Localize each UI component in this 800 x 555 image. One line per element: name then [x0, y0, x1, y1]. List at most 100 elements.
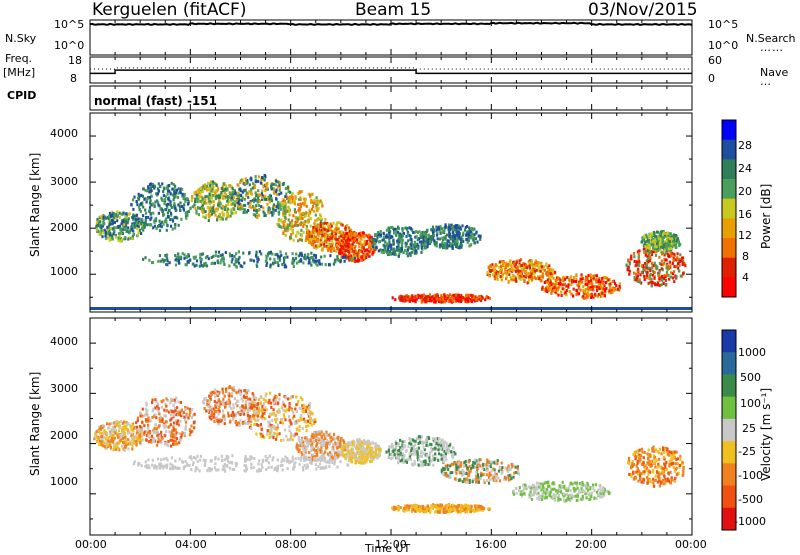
power-echo: [203, 262, 206, 266]
power-echo: [260, 176, 264, 179]
velocity-echo: [141, 438, 144, 442]
power-echo: [125, 226, 128, 230]
velocity-echo: [122, 420, 126, 424]
power-echo: [116, 214, 119, 218]
velocity-echo: [181, 431, 184, 435]
velocity-echo: [229, 386, 232, 389]
power-echo: [507, 270, 510, 274]
power-echo: [223, 191, 226, 195]
power-echo: [317, 224, 320, 228]
power-echo: [277, 219, 280, 223]
power-echo: [265, 254, 268, 258]
power-echo: [359, 234, 362, 238]
power-echo: [669, 275, 672, 279]
power-echo: [586, 291, 589, 295]
power-echo: [407, 239, 410, 243]
velocity-echo: [257, 406, 260, 410]
power-echo: [599, 280, 602, 284]
power-echo: [252, 200, 256, 204]
power-echo: [314, 213, 317, 217]
velocity-echo: [171, 429, 174, 433]
power-echo: [561, 287, 564, 291]
power-echo: [132, 213, 135, 217]
power-echo: [299, 222, 302, 226]
velocity-echo: [215, 405, 218, 409]
power-echo: [199, 260, 202, 264]
power-echo: [147, 215, 150, 219]
power-echo: [248, 183, 251, 187]
power-echo: [121, 227, 124, 231]
velocity-echo: [143, 413, 146, 417]
power-echo: [443, 294, 446, 298]
velocity-echo: [124, 435, 127, 439]
power-echo: [113, 212, 116, 216]
power-echo: [216, 218, 219, 222]
power-echo: [584, 278, 587, 282]
power-echo: [596, 289, 599, 292]
velocity-echo: [222, 397, 225, 401]
power-echo: [170, 203, 173, 207]
power-echo: [633, 255, 636, 259]
power-echo: [256, 198, 259, 202]
power-echo: [412, 231, 415, 235]
velocity-echo: [140, 435, 143, 438]
velocity-echo: [230, 414, 233, 417]
power-echo: [458, 226, 461, 230]
velocity-echo: [222, 399, 225, 403]
power-echo: [657, 271, 660, 275]
power-echo: [263, 212, 266, 216]
power-echo: [213, 261, 216, 265]
power-echo: [456, 228, 459, 232]
power-echo: [675, 238, 678, 242]
power-echo: [454, 225, 457, 229]
power-echo: [533, 276, 536, 280]
power-echo: [654, 235, 657, 239]
power-echo: [311, 239, 314, 243]
velocity-echo: [255, 418, 258, 422]
power-echo: [540, 265, 543, 269]
power-echo: [101, 235, 104, 239]
velocity-echo: [249, 397, 252, 401]
power-echo: [397, 225, 400, 229]
velocity-echo: [288, 418, 291, 422]
power-echo: [435, 228, 438, 232]
power-echo: [547, 273, 550, 277]
power-echo: [205, 264, 209, 268]
power-echo: [633, 278, 636, 282]
power-echo: [618, 282, 621, 286]
velocity-echo: [153, 430, 156, 434]
power-echo: [397, 238, 400, 242]
power-echo: [320, 201, 324, 205]
velocity-echo: [280, 406, 283, 410]
power-echo: [289, 236, 292, 240]
power-echo: [298, 207, 301, 211]
power-echo: [184, 211, 187, 215]
velocity-echo: [107, 436, 110, 440]
power-echo: [410, 250, 413, 254]
power-echo: [351, 242, 354, 246]
power-echo: [283, 199, 286, 203]
power-echo: [663, 253, 666, 257]
power-echo: [239, 207, 242, 211]
velocity-echo: [287, 408, 290, 412]
power-echo: [660, 283, 663, 287]
power-echo: [157, 182, 160, 186]
power-echo: [653, 241, 656, 245]
velocity-echo: [302, 403, 305, 407]
power-echo: [152, 226, 155, 230]
power-echo: [111, 218, 114, 222]
power-echo: [409, 227, 412, 230]
power-echo: [190, 199, 193, 203]
power-echo: [501, 273, 504, 277]
power-echo: [347, 226, 350, 230]
power-echo: [665, 233, 668, 237]
power-echo: [312, 240, 315, 244]
velocity-echo: [123, 448, 126, 452]
power-echo: [187, 253, 190, 257]
power-echo: [498, 265, 501, 269]
power-echo: [201, 190, 204, 194]
power-echo: [261, 194, 264, 198]
power-echo: [210, 256, 213, 259]
power-echo: [312, 242, 315, 246]
power-echo: [244, 203, 247, 207]
